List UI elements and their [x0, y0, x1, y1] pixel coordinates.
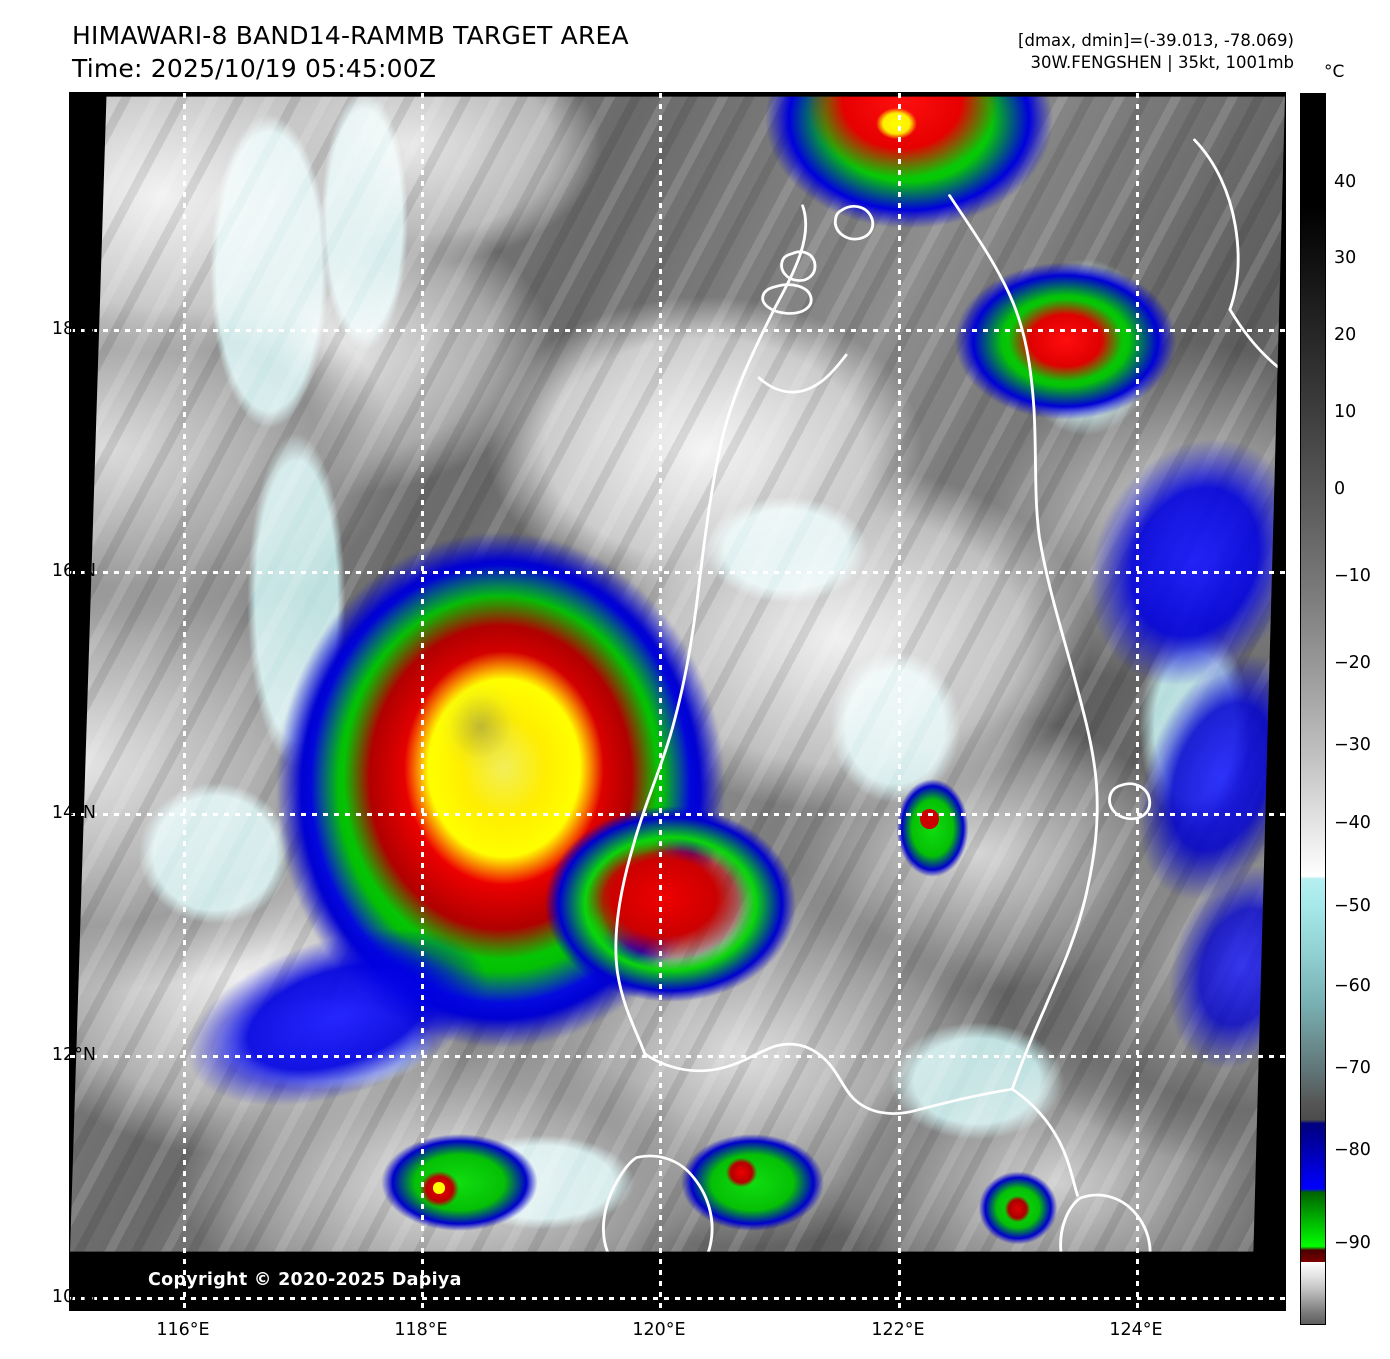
north-cluster-yellow-core	[874, 106, 919, 140]
xtick-label-122e: 122°E	[871, 1320, 925, 1340]
colorbar-tail	[1300, 1262, 1326, 1325]
gridline-lat-10	[70, 1297, 1285, 1300]
ytick-label-16n: 16°N	[51, 561, 96, 581]
title-block: HIMAWARI-8 BAND14-RAMMB TARGET AREA Time…	[72, 20, 629, 85]
ytick-label-18n: 18°N	[51, 319, 96, 339]
storm-core-texture	[432, 676, 528, 778]
coastline-overlay	[602, 138, 1281, 1252]
xtick-label-124e: 124°E	[1109, 1320, 1163, 1340]
satellite-raster-clip	[70, 96, 1285, 1252]
colorbar-tick-m50: −50	[1334, 896, 1371, 916]
colorbar-tick-m90: −90	[1334, 1233, 1371, 1253]
colorbar-tick-10: 10	[1334, 402, 1357, 422]
colorbar	[1300, 93, 1326, 1325]
colorbar-tick-30: 30	[1334, 248, 1357, 268]
dminmax-label: [dmax, dmin]=(-39.013, -78.069)	[1018, 31, 1294, 50]
timestamp-label: Time: 2025/10/19 05:45:00Z	[72, 53, 437, 83]
ytick-label-10n: 10°N	[51, 1287, 96, 1307]
metadata-block: [dmax, dmin]=(-39.013, -78.069) 30W.FENG…	[1018, 30, 1294, 75]
south-cell-a-yellow	[432, 1182, 445, 1194]
colorbar-tick-m40: −40	[1334, 813, 1371, 833]
colorbar-tick-40: 40	[1334, 172, 1357, 192]
colorbar-tick-m30: −30	[1334, 735, 1371, 755]
colorbar-tick-0: 0	[1334, 479, 1346, 499]
storm-se-green-arm	[541, 802, 800, 1006]
colorbar-gradient	[1301, 94, 1325, 1324]
south-cell-b-red	[725, 1157, 758, 1188]
colorbar-tick-m60: −60	[1334, 976, 1371, 996]
south-cell-a	[378, 1131, 542, 1234]
colorbar-tick-m70: −70	[1334, 1058, 1371, 1078]
ytick-label-12n: 12°N	[51, 1045, 96, 1065]
satellite-raster	[70, 96, 1285, 1252]
colorbar-tick-m10: −10	[1334, 566, 1371, 586]
page-title: HIMAWARI-8 BAND14-RAMMB TARGET AREA	[72, 21, 629, 50]
xtick-label-116e: 116°E	[156, 1320, 210, 1340]
satellite-image-plot: Copyright © 2020-2025 Dapiya	[70, 93, 1285, 1310]
xtick-label-118e: 118°E	[394, 1320, 448, 1340]
copyright-label: Copyright © 2020-2025 Dapiya	[148, 1270, 462, 1290]
ytick-label-14n: 14°N	[51, 803, 96, 823]
xtick-label-120e: 120°E	[632, 1320, 686, 1340]
colorbar-unit-label: °C	[1324, 62, 1345, 82]
colorbar-tick-m20: −20	[1334, 653, 1371, 673]
colorbar-tick-m80: −80	[1334, 1140, 1371, 1160]
storm-info-label: 30W.FENGSHEN | 35kt, 1001mb	[1030, 53, 1294, 73]
colorbar-tick-20: 20	[1334, 325, 1357, 345]
south-cell-c-red	[1004, 1195, 1032, 1223]
